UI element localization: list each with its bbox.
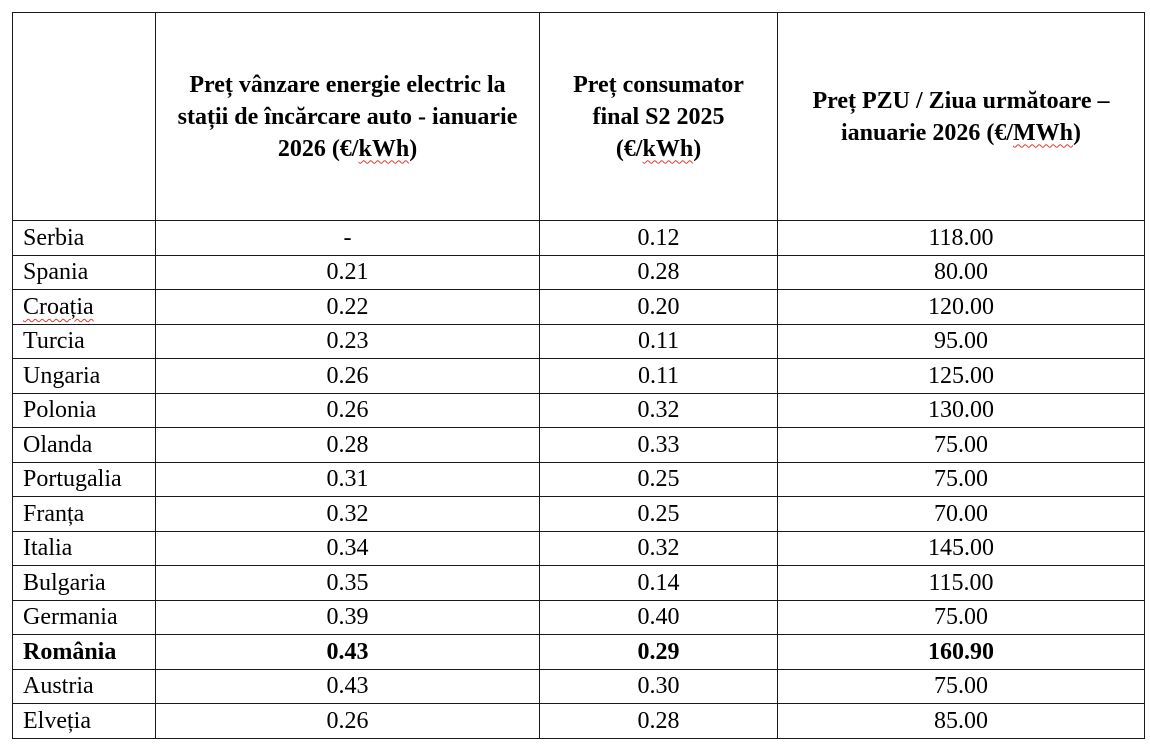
charging-price-cell: 0.26 [155, 358, 540, 394]
consumer-price-cell: 0.25 [539, 496, 778, 532]
consumer-price-cell: 0.29 [539, 634, 778, 670]
consumer-price-cell: 0.40 [539, 599, 778, 635]
pzu-price-cell: 160.90 [777, 634, 1145, 670]
charging-price-cell: 0.22 [155, 289, 540, 325]
country-cell: Ungaria [12, 358, 156, 394]
country-cell: Croația [12, 289, 156, 325]
country-cell: România [12, 634, 156, 670]
table-row: Italia 0.34 0.32 145.00 [12, 530, 1145, 566]
charging-price-cell: 0.28 [155, 427, 540, 463]
country-cell: Olanda [12, 427, 156, 463]
charging-price-cell: 0.43 [155, 668, 540, 704]
country-cell: Portugalia [12, 461, 156, 497]
consumer-price-cell: 0.32 [539, 392, 778, 428]
table-row: Portugalia 0.31 0.25 75.00 [12, 461, 1145, 497]
table-row: Ungaria 0.26 0.11 125.00 [12, 358, 1145, 394]
charging-price-cell: 0.31 [155, 461, 540, 497]
consumer-price-cell: 0.25 [539, 461, 778, 497]
charging-price-cell: 0.26 [155, 392, 540, 428]
consumer-price-cell: 0.28 [539, 703, 778, 739]
country-cell: Spania [12, 254, 156, 290]
pzu-price-cell: 80.00 [777, 254, 1145, 290]
price-comparison-table: Preț vânzare energie electric la stații … [12, 12, 1145, 739]
charging-price-cell: - [155, 220, 540, 256]
country-cell: Italia [12, 530, 156, 566]
pzu-price-cell: 120.00 [777, 289, 1145, 325]
charging-price-cell: 0.26 [155, 703, 540, 739]
pzu-price-cell: 95.00 [777, 323, 1145, 359]
consumer-price-cell: 0.14 [539, 565, 778, 601]
header-charging-price: Preț vânzare energie electric la stații … [155, 12, 540, 221]
consumer-price-cell: 0.30 [539, 668, 778, 704]
table-header-row: Preț vânzare energie electric la stații … [12, 12, 1145, 221]
spellcheck-mark: MWh [1013, 119, 1073, 146]
pzu-price-cell: 75.00 [777, 599, 1145, 635]
pzu-price-cell: 115.00 [777, 565, 1145, 601]
pzu-price-cell: 130.00 [777, 392, 1145, 428]
table-row: Germania 0.39 0.40 75.00 [12, 599, 1145, 635]
pzu-price-cell: 70.00 [777, 496, 1145, 532]
charging-price-cell: 0.34 [155, 530, 540, 566]
consumer-price-cell: 0.11 [539, 358, 778, 394]
country-cell: Turcia [12, 323, 156, 359]
table-row: Polonia 0.26 0.32 130.00 [12, 392, 1145, 428]
consumer-price-cell: 0.32 [539, 530, 778, 566]
table-row: Croația 0.22 0.20 120.00 [12, 289, 1145, 325]
country-cell: Franța [12, 496, 156, 532]
country-cell: Polonia [12, 392, 156, 428]
pzu-price-cell: 145.00 [777, 530, 1145, 566]
pzu-price-cell: 118.00 [777, 220, 1145, 256]
country-cell: Germania [12, 599, 156, 635]
spellcheck-mark: kWh [642, 135, 694, 162]
header-country [12, 12, 156, 221]
table-row: Bulgaria 0.35 0.14 115.00 [12, 565, 1145, 601]
country-cell: Elveția [12, 703, 156, 739]
table-row: Franța 0.32 0.25 70.00 [12, 496, 1145, 532]
table-row: Spania 0.21 0.28 80.00 [12, 254, 1145, 290]
spellcheck-mark: kWh [358, 135, 410, 162]
consumer-price-cell: 0.33 [539, 427, 778, 463]
charging-price-cell: 0.39 [155, 599, 540, 635]
charging-price-cell: 0.32 [155, 496, 540, 532]
country-cell: Serbia [12, 220, 156, 256]
consumer-price-cell: 0.11 [539, 323, 778, 359]
country-cell: Austria [12, 668, 156, 704]
table-row: Elveția 0.26 0.28 85.00 [12, 703, 1145, 739]
header-pzu-price: Preț PZU / Ziua următoare – ianuarie 202… [777, 12, 1145, 221]
consumer-price-cell: 0.20 [539, 289, 778, 325]
charging-price-cell: 0.43 [155, 634, 540, 670]
charging-price-cell: 0.21 [155, 254, 540, 290]
table-row: Austria 0.43 0.30 75.00 [12, 668, 1145, 704]
charging-price-cell: 0.23 [155, 323, 540, 359]
table-body: Serbia -0.12 118.00 Spania 0.21 0.28 80.00 Croa… [12, 220, 1145, 739]
table-row: România 0.43 0.29 160.90 [12, 634, 1145, 670]
document-page: Preț vânzare energie electric la stații … [12, 12, 1145, 739]
table-row: Olanda 0.28 0.33 75.00 [12, 427, 1145, 463]
pzu-price-cell: 75.00 [777, 427, 1145, 463]
pzu-price-cell: 125.00 [777, 358, 1145, 394]
consumer-price-cell: 0.28 [539, 254, 778, 290]
pzu-price-cell: 85.00 [777, 703, 1145, 739]
table-row: Turcia 0.23 0.11 95.00 [12, 323, 1145, 359]
header-consumer-price: Preț consumator final S2 2025 (€/kWh) [539, 12, 778, 221]
country-cell: Bulgaria [12, 565, 156, 601]
table-row: Serbia -0.12 118.00 [12, 220, 1145, 256]
spellcheck-mark: Croația [23, 293, 94, 320]
pzu-price-cell: 75.00 [777, 461, 1145, 497]
pzu-price-cell: 75.00 [777, 668, 1145, 704]
consumer-price-cell: 0.12 [539, 220, 778, 256]
charging-price-cell: 0.35 [155, 565, 540, 601]
